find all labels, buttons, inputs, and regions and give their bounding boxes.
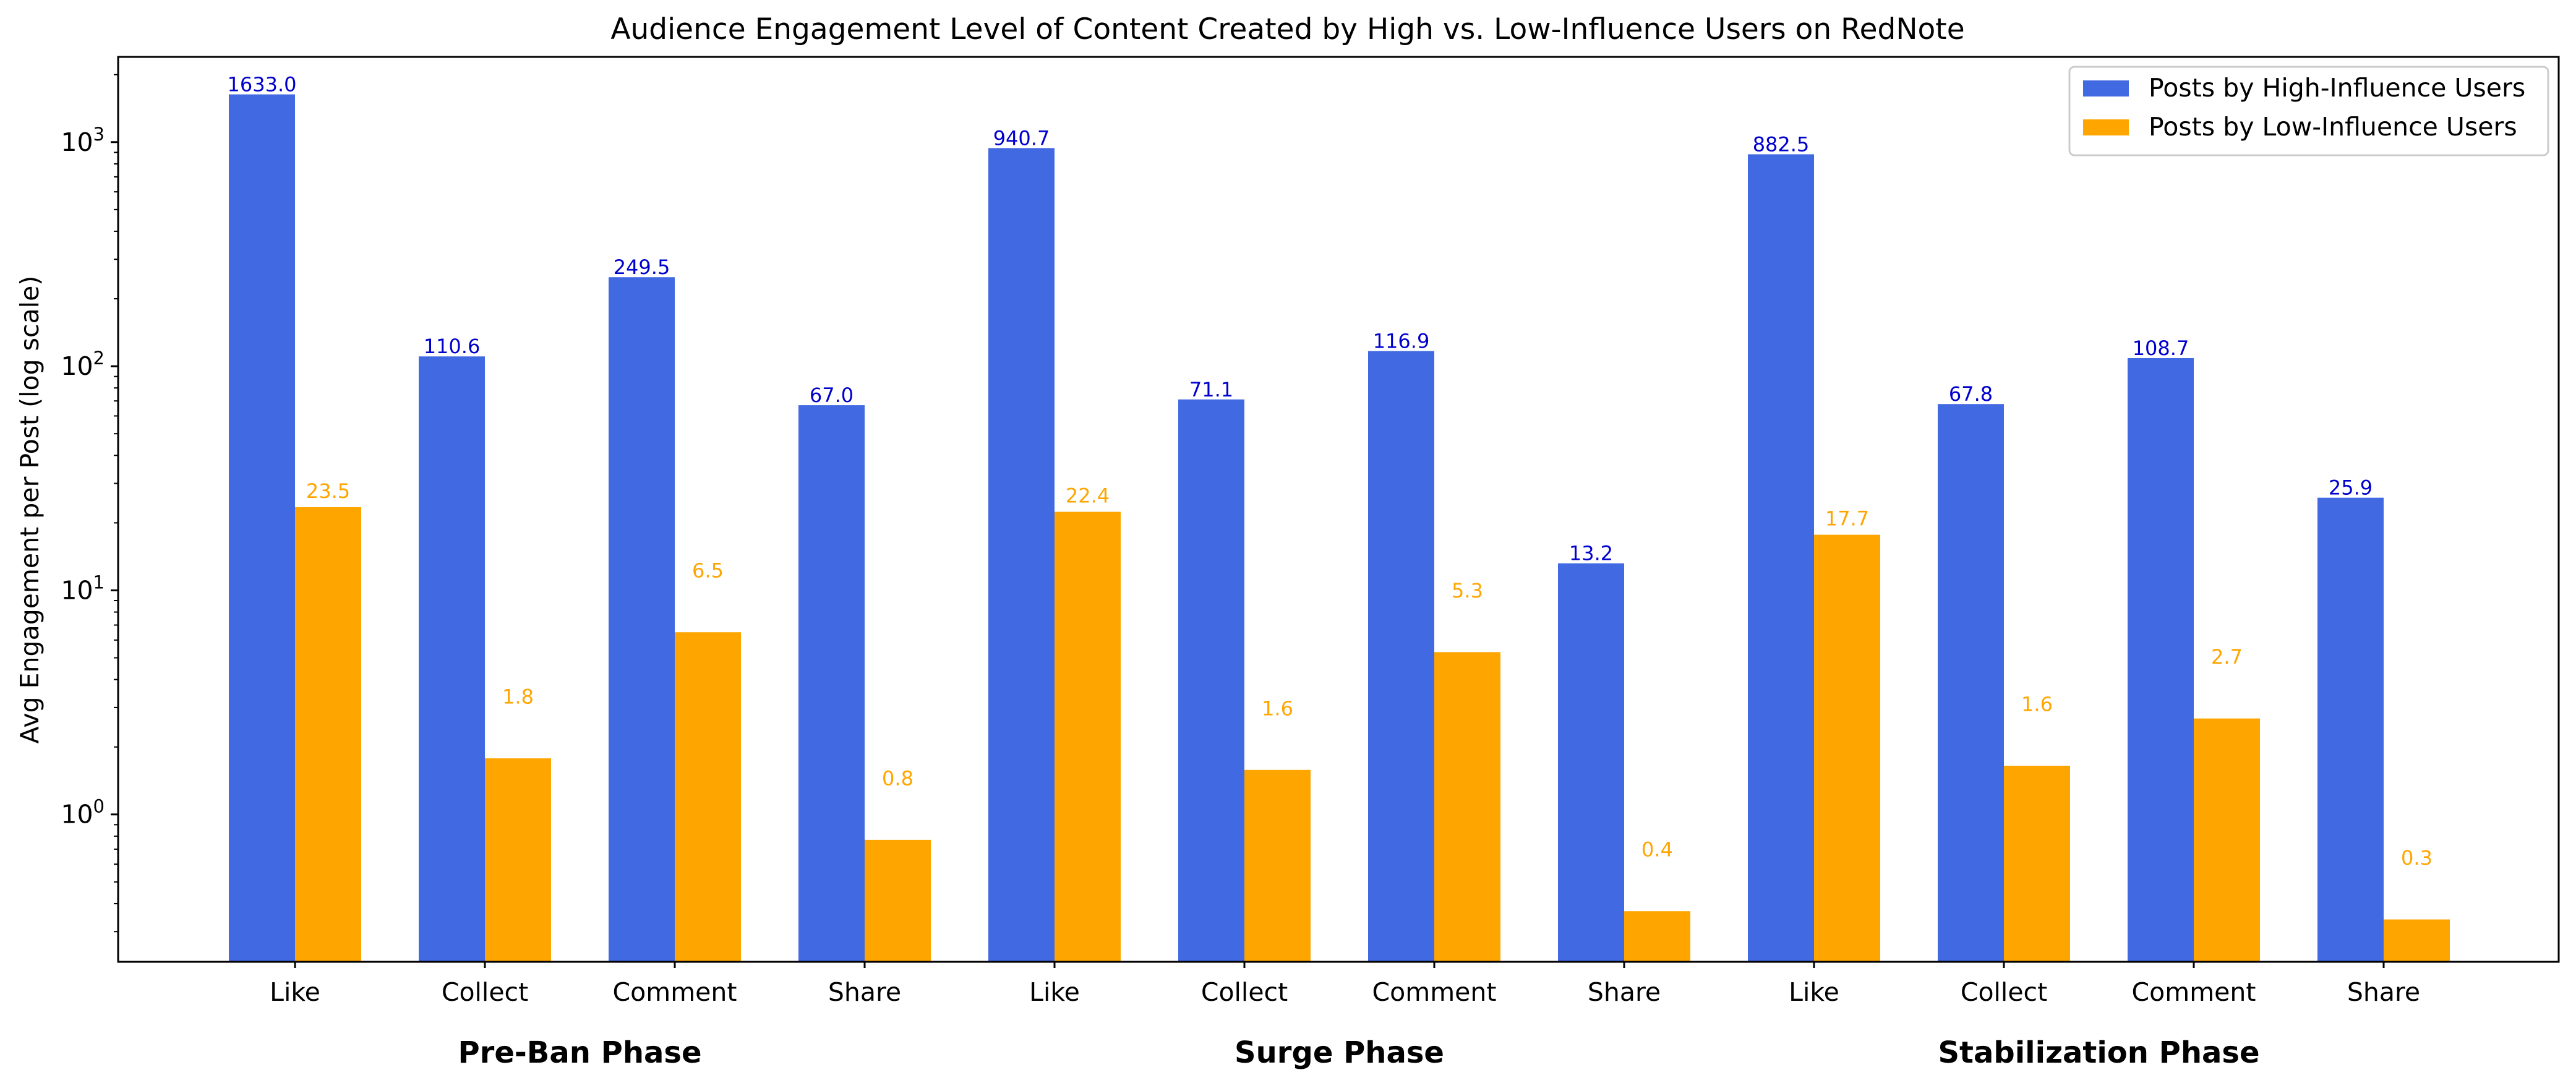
bar-low-influence <box>675 632 741 962</box>
bar-high-influence <box>988 148 1055 962</box>
bar-high-influence <box>1748 154 1814 962</box>
bar-high-influence <box>1938 404 2004 962</box>
data-label-low-influence: 0.8 <box>882 766 914 790</box>
bar-low-influence <box>295 507 361 962</box>
x-tick-label: Comment <box>613 977 737 1007</box>
plot-area-frame <box>117 56 2560 963</box>
y-tick-label: 100 <box>61 796 105 829</box>
phase-label: Pre-Ban Phase <box>458 1035 701 1070</box>
bar-low-influence <box>2004 765 2070 962</box>
y-tick-label: 102 <box>61 348 105 381</box>
bar-high-influence <box>1558 563 1624 962</box>
bar-high-influence <box>2317 497 2384 962</box>
bar-low-influence <box>1434 652 1500 962</box>
bar-high-influence <box>798 405 865 962</box>
data-label-low-influence: 2.7 <box>2211 645 2243 669</box>
phase-label: Surge Phase <box>1235 1035 1444 1070</box>
legend-frame <box>2068 66 2549 156</box>
legend-label-low-influence: Posts by Low-Influence Users <box>2149 112 2517 142</box>
x-tick-label: Collect <box>1961 977 2047 1007</box>
x-tick-label: Collect <box>1201 977 1288 1007</box>
bars-layer <box>229 94 2450 962</box>
data-label-high-influence: 1633.0 <box>228 73 297 96</box>
x-tick-label: Share <box>1588 977 1661 1007</box>
y-tick-label: 103 <box>61 124 105 157</box>
y-tick-label: 101 <box>61 572 105 605</box>
bar-high-influence <box>229 94 295 962</box>
data-labels-layer: 1633.0 23.5 110.6 1.8 249.5 6.5 67.0 0.8 940.7 22… <box>228 73 2433 870</box>
bar-low-influence <box>1624 911 1690 962</box>
x-axis: Like Collect Comment Share Like Collect Commen… <box>270 962 2420 1070</box>
data-label-low-influence: 6.5 <box>692 559 724 583</box>
data-label-low-influence: 23.5 <box>306 479 350 503</box>
x-tick-label: Comment <box>2132 977 2256 1007</box>
data-label-low-influence: 0.4 <box>1641 838 1673 862</box>
data-label-high-influence: 25.9 <box>2329 476 2373 500</box>
x-tick-label: Like <box>270 977 320 1007</box>
bar-low-influence <box>1814 534 1880 962</box>
y-axis-label: Avg Engagement per Post (log scale) <box>15 276 45 744</box>
phase-label: Stabilization Phase <box>1938 1035 2259 1070</box>
data-label-high-influence: 882.5 <box>1753 132 1810 156</box>
x-tick-label: Share <box>2347 977 2420 1007</box>
data-label-low-influence: 1.6 <box>2021 692 2053 716</box>
data-label-low-influence: 1.8 <box>502 685 534 709</box>
chart-title: Audience Engagement Level of Content Cre… <box>610 12 1964 46</box>
data-label-high-influence: 67.0 <box>810 383 854 407</box>
data-label-low-influence: 17.7 <box>1825 507 1869 531</box>
data-label-high-influence: 108.7 <box>2133 336 2189 360</box>
data-label-low-influence: 0.3 <box>2401 846 2433 870</box>
data-label-high-influence: 13.2 <box>1569 542 1613 565</box>
data-label-low-influence: 22.4 <box>1066 484 1110 508</box>
x-tick-label: Like <box>1029 977 1080 1007</box>
data-label-low-influence: 1.6 <box>1262 696 1293 720</box>
bar-high-influence <box>419 356 485 962</box>
legend-swatch-low-influence <box>2083 119 2129 135</box>
bar-high-influence <box>609 277 675 962</box>
data-label-high-influence: 116.9 <box>1373 330 1430 353</box>
bar-low-influence <box>1244 769 1311 962</box>
data-label-high-influence: 71.1 <box>1189 378 1233 401</box>
x-tick-label: Share <box>828 977 901 1007</box>
bar-low-influence <box>1055 512 1121 962</box>
bar-high-influence <box>1368 351 1434 962</box>
x-tick-label: Comment <box>1372 977 1497 1007</box>
x-tick-label: Like <box>1789 977 1839 1007</box>
bar-low-influence <box>2384 919 2450 962</box>
bar-low-influence <box>865 839 931 962</box>
data-label-low-influence: 5.3 <box>1452 579 1483 602</box>
data-label-high-influence: 110.6 <box>424 335 481 358</box>
x-tick-label: Collect <box>442 977 528 1007</box>
data-label-high-influence: 67.8 <box>1949 382 1993 406</box>
legend-label-high-influence: Posts by High-Influence Users <box>2149 73 2525 103</box>
y-axis: 100 101 102 103 <box>61 74 118 933</box>
bar-high-influence <box>1178 399 1244 962</box>
bar-low-influence <box>485 758 551 962</box>
bar-low-influence <box>2194 718 2260 962</box>
legend: Posts by High-Influence Users Posts by L… <box>2068 66 2549 156</box>
data-label-high-influence: 940.7 <box>993 126 1050 150</box>
legend-swatch-high-influence <box>2083 80 2129 96</box>
data-label-high-influence: 249.5 <box>614 255 670 279</box>
bar-high-influence <box>2128 358 2194 962</box>
